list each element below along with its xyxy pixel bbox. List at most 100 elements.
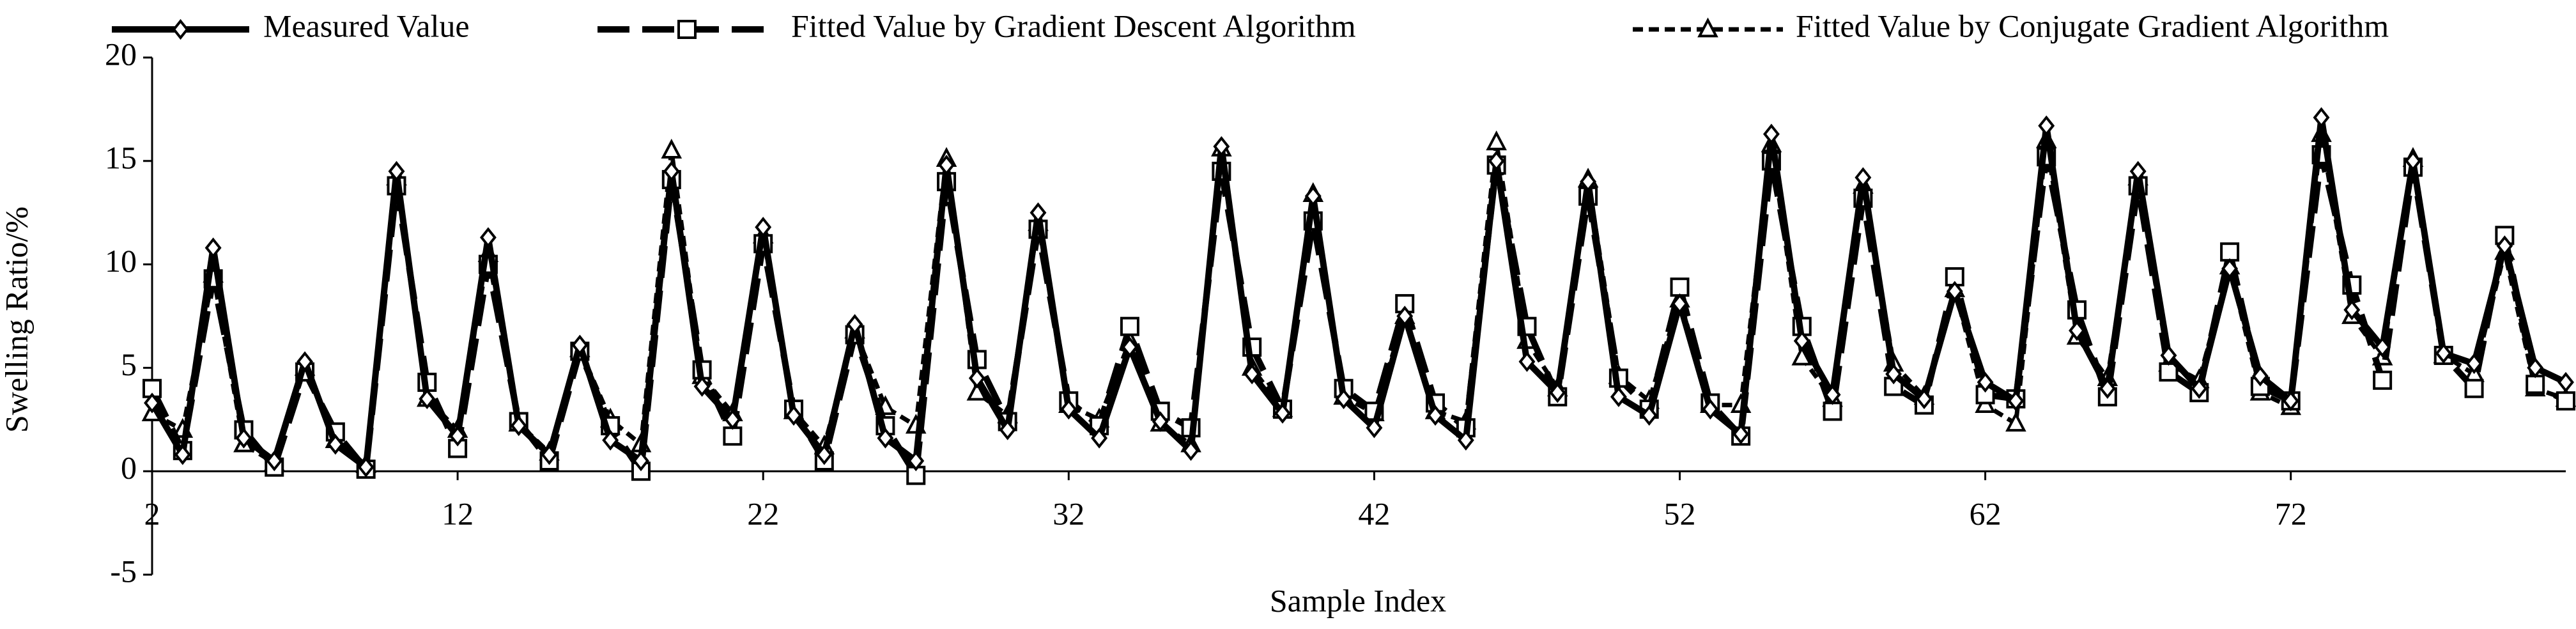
marker [663, 160, 680, 182]
marker [1697, 17, 1718, 38]
legend-item: Measured Value [112, 8, 470, 43]
y-tick-label: 0 [121, 450, 137, 486]
legend-label: Measured Value [263, 8, 470, 43]
marker [1335, 388, 1352, 410]
series [143, 145, 2575, 485]
x-tick-label: 42 [1358, 496, 1390, 532]
legend-item: Fitted Value by Conjugate Gradient Algor… [1633, 8, 2389, 43]
marker [172, 19, 189, 40]
marker [2282, 390, 2299, 412]
marker [1213, 136, 1230, 157]
marker [1395, 294, 1415, 314]
marker [1793, 330, 1810, 352]
marker [1427, 405, 1444, 426]
marker [2069, 320, 2086, 341]
marker [907, 450, 925, 472]
marker [2343, 299, 2361, 320]
marker [2191, 378, 2208, 399]
marker [815, 444, 833, 465]
marker [1244, 363, 1261, 385]
marker [877, 428, 894, 449]
marker [1946, 281, 1963, 302]
x-axis-title: Sample Index [1270, 582, 1446, 618]
marker [1855, 167, 1872, 188]
marker [1610, 386, 1627, 407]
marker [2373, 370, 2393, 390]
y-axis-title: Swelling Ratio/% [0, 206, 34, 433]
marker [1580, 171, 1597, 192]
marker [510, 415, 527, 437]
y-tick-label: 15 [105, 139, 137, 175]
marker [1640, 405, 1658, 426]
marker [755, 217, 772, 238]
series [144, 107, 2574, 478]
marker [1916, 388, 1932, 410]
marker [2313, 107, 2330, 128]
marker [1824, 384, 1841, 405]
x-tick-label: 2 [144, 496, 160, 532]
marker [723, 426, 743, 446]
x-tick-label: 22 [747, 496, 779, 532]
marker [968, 368, 985, 389]
marker [2464, 378, 2484, 398]
marker [2251, 366, 2269, 387]
marker [2374, 336, 2391, 358]
marker [266, 450, 283, 472]
marker [1030, 202, 1047, 223]
marker [1762, 123, 1780, 144]
marker [1396, 306, 1414, 327]
marker [449, 425, 467, 447]
x-tick-label: 32 [1053, 496, 1084, 532]
marker [2557, 371, 2574, 393]
marker [1885, 363, 1902, 385]
marker [1977, 371, 1994, 393]
y-tick-label: 20 [105, 36, 137, 72]
marker [1121, 336, 1138, 358]
marker [2496, 235, 2513, 256]
marker [2556, 391, 2575, 411]
marker [693, 376, 711, 397]
marker [846, 314, 863, 335]
marker [633, 450, 649, 472]
marker [2404, 150, 2421, 172]
marker [2159, 362, 2179, 382]
x-tick-label: 12 [442, 496, 474, 532]
marker [1671, 293, 1688, 314]
legend-label: Fitted Value by Gradient Descent Algorit… [791, 8, 1356, 43]
marker [1060, 398, 1077, 420]
marker [174, 444, 191, 465]
marker [938, 155, 955, 176]
x-tick-label: 62 [1970, 496, 2001, 532]
marker [1091, 428, 1108, 449]
marker [1823, 401, 1842, 421]
marker [1152, 411, 1169, 432]
marker [2038, 115, 2055, 136]
y-tick-label: 5 [121, 346, 137, 382]
marker [2221, 258, 2239, 279]
marker [2220, 242, 2240, 262]
marker [144, 392, 160, 414]
series [141, 122, 2576, 473]
marker [1488, 150, 1505, 172]
y-tick-label: 10 [105, 243, 137, 279]
marker [235, 428, 252, 449]
marker [2007, 390, 2025, 412]
marker [661, 139, 683, 159]
marker [1486, 130, 1507, 151]
marker [1670, 277, 1690, 297]
marker [388, 160, 405, 182]
marker [724, 409, 741, 430]
marker [327, 433, 344, 455]
marker [1549, 382, 1566, 403]
marker [2099, 378, 2116, 399]
marker [2005, 412, 2026, 432]
legend-item: Fitted Value by Gradient Descent Algorit… [598, 8, 1356, 43]
marker [479, 227, 497, 248]
marker [1457, 430, 1474, 451]
marker [204, 237, 222, 258]
marker [1518, 351, 1536, 372]
marker [1274, 403, 1291, 424]
x-tick-label: 52 [1664, 496, 1696, 532]
marker [1304, 185, 1322, 207]
